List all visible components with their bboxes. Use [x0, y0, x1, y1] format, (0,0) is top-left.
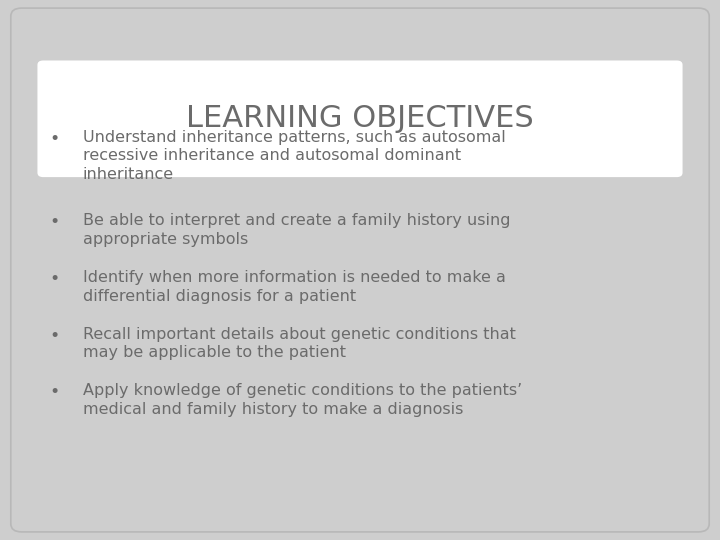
Text: Apply knowledge of genetic conditions to the patients’
medical and family histor: Apply knowledge of genetic conditions to…	[83, 383, 522, 417]
Text: •: •	[49, 130, 59, 147]
Text: Be able to interpret and create a family history using
appropriate symbols: Be able to interpret and create a family…	[83, 213, 510, 247]
Text: Recall important details about genetic conditions that
may be applicable to the : Recall important details about genetic c…	[83, 327, 516, 360]
FancyBboxPatch shape	[37, 60, 683, 177]
Text: •: •	[49, 327, 59, 345]
Text: •: •	[49, 383, 59, 401]
Text: Identify when more information is needed to make a
differential diagnosis for a : Identify when more information is needed…	[83, 270, 505, 303]
Text: •: •	[49, 270, 59, 288]
FancyBboxPatch shape	[11, 8, 709, 532]
Text: LEARNING OBJECTIVES: LEARNING OBJECTIVES	[186, 104, 534, 133]
Text: Understand inheritance patterns, such as autosomal
recessive inheritance and aut: Understand inheritance patterns, such as…	[83, 130, 505, 182]
Text: •: •	[49, 213, 59, 231]
